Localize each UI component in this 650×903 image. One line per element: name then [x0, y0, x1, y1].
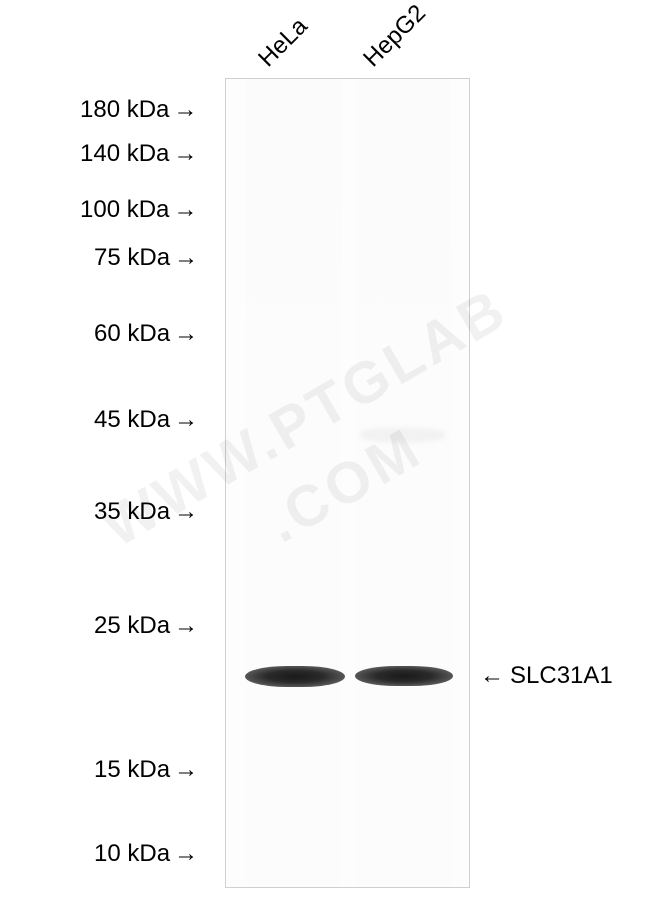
faint-signal: [360, 428, 445, 442]
arrow-right-icon: →: [173, 196, 197, 224]
arrow-right-icon: →: [173, 140, 197, 168]
mw-label-140: 140 kDa→: [80, 140, 197, 168]
arrow-right-icon: →: [174, 244, 198, 272]
mw-text: 140 kDa: [80, 140, 169, 167]
mw-label-180: 180 kDa→: [80, 96, 197, 124]
blot-figure: HeLa HepG2 180 kDa→ 140 kDa→ 100 kDa→ 75…: [0, 0, 650, 903]
arrow-right-icon: →: [174, 320, 198, 348]
arrow-left-icon: ←: [480, 662, 504, 690]
mw-label-100: 100 kDa→: [80, 196, 197, 224]
mw-text: 25 kDa: [94, 612, 170, 639]
band-lane2: [355, 666, 453, 686]
band-lane1: [245, 666, 345, 687]
mw-text: 60 kDa: [94, 320, 170, 347]
arrow-right-icon: →: [174, 612, 198, 640]
arrow-right-icon: →: [173, 96, 197, 124]
mw-label-15: 15 kDa→: [94, 756, 198, 784]
protein-name: SLC31A1: [510, 662, 613, 689]
arrow-right-icon: →: [174, 406, 198, 434]
mw-text: 15 kDa: [94, 756, 170, 783]
lane-2: [356, 79, 451, 887]
mw-text: 10 kDa: [94, 840, 170, 867]
mw-label-60: 60 kDa→: [94, 320, 198, 348]
mw-text: 75 kDa: [94, 244, 170, 271]
lane-1: [246, 79, 341, 887]
mw-text: 45 kDa: [94, 406, 170, 433]
arrow-right-icon: →: [174, 756, 198, 784]
mw-text: 180 kDa: [80, 96, 169, 123]
arrow-right-icon: →: [174, 840, 198, 868]
arrow-right-icon: →: [174, 498, 198, 526]
protein-annotation: ←SLC31A1: [480, 662, 613, 690]
mw-text: 100 kDa: [80, 196, 169, 223]
mw-label-45: 45 kDa→: [94, 406, 198, 434]
mw-label-10: 10 kDa→: [94, 840, 198, 868]
mw-text: 35 kDa: [94, 498, 170, 525]
mw-label-35: 35 kDa→: [94, 498, 198, 526]
lane-label-2: HepG2: [358, 0, 432, 73]
mw-label-75: 75 kDa→: [94, 244, 198, 272]
mw-label-25: 25 kDa→: [94, 612, 198, 640]
blot-membrane: [225, 78, 470, 888]
lane-label-1: HeLa: [253, 13, 313, 73]
